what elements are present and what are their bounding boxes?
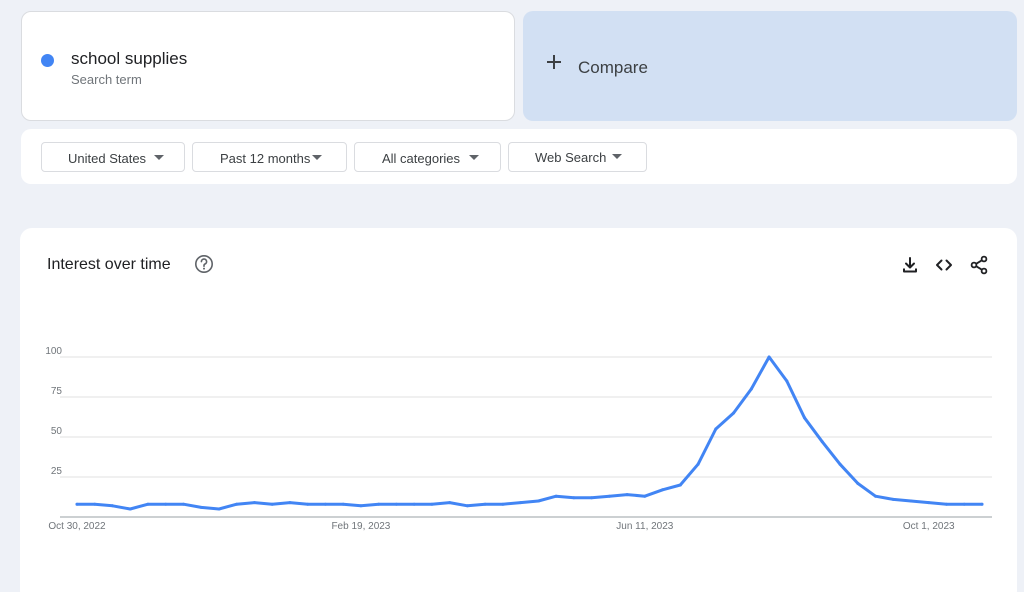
data-point[interactable] xyxy=(838,462,842,466)
data-point[interactable] xyxy=(909,499,913,503)
x-tick-label: Feb 19, 2023 xyxy=(331,521,390,532)
data-point[interactable] xyxy=(519,501,523,505)
data-point[interactable] xyxy=(359,504,363,508)
data-point[interactable] xyxy=(714,427,718,431)
y-tick-label: 75 xyxy=(51,386,63,397)
data-point[interactable] xyxy=(164,502,168,506)
data-point[interactable] xyxy=(696,462,700,466)
data-point[interactable] xyxy=(874,494,878,498)
data-point[interactable] xyxy=(323,502,327,506)
filter-bar: United States Past 12 months All categor… xyxy=(21,129,1017,184)
chart-title: Interest over time xyxy=(47,256,171,273)
x-tick-label: Oct 1, 2023 xyxy=(903,521,955,532)
data-point[interactable] xyxy=(749,387,753,391)
chevron-down-icon xyxy=(612,154,622,159)
compare-button[interactable]: Compare xyxy=(523,11,1017,121)
data-point[interactable] xyxy=(252,501,256,505)
data-point[interactable] xyxy=(856,481,860,485)
search-term-subtitle: Search term xyxy=(71,72,142,87)
data-point[interactable] xyxy=(501,502,505,506)
plus-icon xyxy=(546,54,562,70)
data-point[interactable] xyxy=(483,502,487,506)
data-point[interactable] xyxy=(945,502,949,506)
data-point[interactable] xyxy=(235,502,239,506)
data-point[interactable] xyxy=(93,502,97,506)
series-color-dot xyxy=(41,54,54,67)
search-term-name[interactable]: school supplies xyxy=(71,49,188,68)
data-point[interactable] xyxy=(803,416,807,420)
region-label: United States xyxy=(68,151,147,166)
time-range-label: Past 12 months xyxy=(220,151,311,166)
data-point[interactable] xyxy=(128,507,132,511)
y-tick-label: 100 xyxy=(45,346,62,357)
data-point[interactable] xyxy=(820,440,824,444)
data-point[interactable] xyxy=(785,379,789,383)
chevron-down-icon xyxy=(312,155,322,160)
data-point[interactable] xyxy=(927,501,931,505)
y-tick-label: 50 xyxy=(51,426,63,437)
data-point[interactable] xyxy=(377,502,381,506)
data-point[interactable] xyxy=(306,502,310,506)
data-point[interactable] xyxy=(270,502,274,506)
line-chart: 25 50 75 100 Oct 30, 2022 Feb 19, 2023 Jun 11,… xyxy=(45,346,992,532)
x-tick-label: Oct 30, 2022 xyxy=(48,521,106,532)
series-line[interactable] xyxy=(75,355,984,511)
data-point[interactable] xyxy=(341,502,345,506)
interest-over-time-card: Interest over time 25 50 75 100 Oct 30, 2022… xyxy=(20,228,1017,592)
x-tick-label: Jun 11, 2023 xyxy=(616,521,674,532)
data-point[interactable] xyxy=(732,411,736,415)
data-point[interactable] xyxy=(448,501,452,505)
data-point[interactable] xyxy=(536,499,540,503)
data-point[interactable] xyxy=(767,355,771,359)
data-point[interactable] xyxy=(394,502,398,506)
data-point[interactable] xyxy=(891,497,895,501)
chevron-down-icon xyxy=(154,155,164,160)
compare-label: Compare xyxy=(578,58,648,77)
chevron-down-icon xyxy=(469,155,479,160)
data-point[interactable] xyxy=(661,488,665,492)
data-point[interactable] xyxy=(75,502,79,506)
data-point[interactable] xyxy=(430,502,434,506)
search-term-card[interactable]: school supplies Search term xyxy=(21,11,515,121)
data-point[interactable] xyxy=(217,507,221,511)
download-icon[interactable] xyxy=(899,254,921,276)
data-point[interactable] xyxy=(110,504,114,508)
category-dropdown[interactable]: All categories xyxy=(354,142,501,172)
data-point[interactable] xyxy=(590,496,594,500)
data-point[interactable] xyxy=(678,483,682,487)
data-point[interactable] xyxy=(962,502,966,506)
data-point[interactable] xyxy=(288,501,292,505)
data-point[interactable] xyxy=(554,494,558,498)
search-type-dropdown[interactable]: Web Search xyxy=(508,142,647,172)
data-point[interactable] xyxy=(572,496,576,500)
embed-icon[interactable] xyxy=(933,254,955,276)
search-type-label: Web Search xyxy=(535,150,607,165)
data-point[interactable] xyxy=(465,504,469,508)
data-point[interactable] xyxy=(643,494,647,498)
data-point[interactable] xyxy=(412,502,416,506)
data-point[interactable] xyxy=(199,505,203,509)
region-dropdown[interactable]: United States xyxy=(41,142,185,172)
data-point[interactable] xyxy=(625,493,629,497)
data-point[interactable] xyxy=(607,494,611,498)
category-label: All categories xyxy=(382,151,461,166)
time-range-dropdown[interactable]: Past 12 months xyxy=(192,142,347,172)
share-icon[interactable] xyxy=(968,254,990,276)
data-point[interactable] xyxy=(181,502,185,506)
help-icon[interactable] xyxy=(194,254,214,274)
data-point[interactable] xyxy=(980,502,984,506)
data-point[interactable] xyxy=(146,502,150,506)
y-tick-label: 25 xyxy=(51,466,63,477)
